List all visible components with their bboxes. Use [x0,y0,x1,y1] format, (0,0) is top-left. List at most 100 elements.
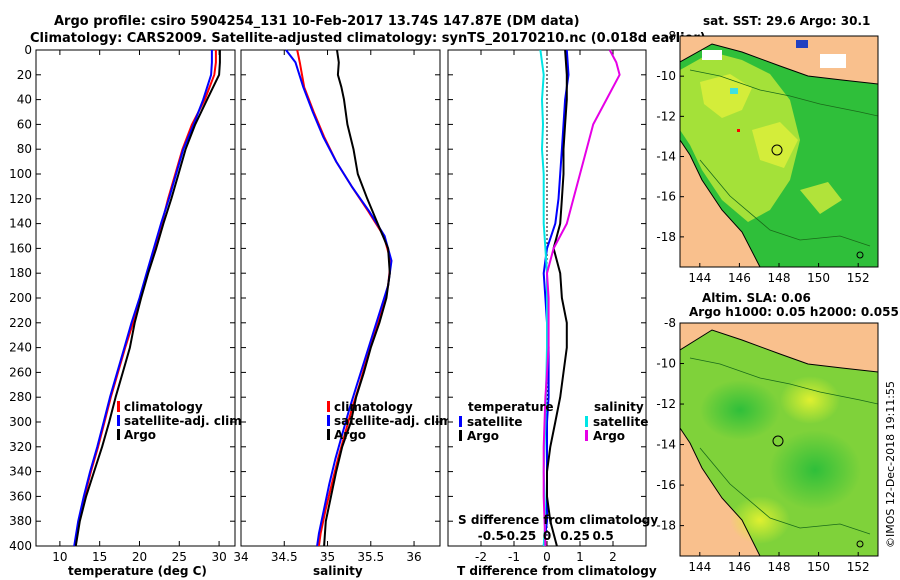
sla-map: Altim. SLA: 0.06 Argo h1000: 0.05 h2000:… [656,291,898,574]
salinity-ticks: 34 34.5 35 35.5 36 [233,49,440,564]
map-y-tick-label: -12 [656,109,676,123]
y-tick-label: 20 [17,68,32,82]
difference-panel: -2 -1 0 1 2 temperature salinity satellite A… [447,49,658,578]
y-tick-label: 240 [9,341,32,355]
legend-swatch-climatology [327,401,330,412]
map-y-tick-label: -10 [656,69,676,83]
x-tick-label: -1 [508,550,520,564]
sla-coastline [680,329,878,556]
x-tick-label: 35 [320,550,335,564]
s-tick-label: 0.5 [592,529,613,543]
x-tick-label: 34.5 [271,550,298,564]
series-argo [323,49,391,547]
difference-ticks: -2 -1 0 1 2 [448,49,646,564]
sst-argo-marker [771,144,783,156]
series-argo [74,50,221,547]
legend-swatch-satellite [117,415,120,426]
x-tick-label: -2 [475,550,487,564]
sst-coastline [680,43,878,267]
sla-bathy-contour [689,357,878,535]
sla-ticks: 144 146 148 150 152 -8 -10 -12 -14 -16 -18 [656,316,869,574]
legend-label-s-satellite: satellite [593,415,648,429]
legend-swatch-s-satellite [585,416,588,427]
difference-xlabel: T difference from climatology [457,564,657,578]
y-tick-label: 260 [9,365,32,379]
legend-label-climatology: climatology [334,400,413,414]
x-tick-label: 20 [132,550,147,564]
sla-map-title-1: Altim. SLA: 0.06 [702,291,811,305]
salinity-panel: 34 34.5 35 35.5 36 climatology satellite-adj… [233,49,456,578]
map-x-tick-label: 150 [807,560,830,574]
sla-corner-marker [856,540,864,548]
legend-swatch-t-satellite [459,416,462,427]
y-tick-label: 360 [9,489,32,503]
map-y-tick-label: -18 [656,230,676,244]
x-tick-label: 15 [92,550,107,564]
legend-label-t-satellite: satellite [467,415,522,429]
legend-label-argo: Argo [334,428,366,442]
x-tick-label: 2 [609,550,617,564]
map-y-tick-label: -18 [656,519,676,533]
legend-label-argo: Argo [124,428,156,442]
sst-white-gap-1 [702,50,722,60]
series-satellite-adj-clim- [73,50,213,547]
salinity-xlabel: salinity [313,564,363,578]
x-tick-label: 10 [52,550,67,564]
y-tick-label: 340 [9,465,32,479]
legend-swatch-argo [117,429,120,440]
map-x-tick-label: 152 [847,271,870,285]
y-tick-label: 180 [9,266,32,280]
map-x-tick-label: 148 [768,560,791,574]
map-y-tick-label: -16 [656,190,676,204]
sst-white-gap-2 [820,54,846,68]
title-line-1: Argo profile: csiro 5904254_131 10-Feb-2… [54,14,580,29]
y-tick-label: 220 [9,316,32,330]
y-tick-label: 60 [17,117,32,131]
map-x-tick-label: 146 [728,560,751,574]
difference-series [539,49,621,547]
salinity-frame [240,49,441,547]
legend-label-climatology: climatology [124,400,203,414]
map-x-tick-label: 144 [688,560,711,574]
temperature-ticks: 0 20 40 60 80 100 120 140 160 180 200 220 240 260 280 3… [9,43,235,564]
legend-label-satellite: satellite-adj. clim. [124,414,246,428]
map-x-tick-label: 148 [768,271,791,285]
title-line-2: Climatology: CARS2009. Satellite-adjuste… [30,31,706,46]
y-tick-label: 320 [9,440,32,454]
sla-yellow-blob-1 [780,376,840,424]
legend-swatch-argo [327,429,330,440]
sst-corner-marker [856,251,864,259]
map-x-tick-label: 150 [807,271,830,285]
series-salinity-argo [542,49,621,547]
x-tick-label: 1 [576,550,584,564]
y-tick-label: 160 [9,241,32,255]
sst-ocean [680,40,878,267]
sst-yellow-patches [700,74,842,214]
legend-title-salinity: salinity [594,400,644,414]
legend-label-satellite: satellite-adj. clim. [334,414,456,428]
difference-legend: temperature salinity satellite Argo sate… [459,400,648,443]
y-tick-label: 120 [9,192,32,206]
s-tick-label: -0.25 [502,529,537,543]
s-axis-label: S difference from climatology [458,513,658,527]
sla-green-blob-2 [769,430,861,510]
legend-swatch-climatology [117,401,120,412]
s-axis-ticks: -0.5-0.25 0 0.25 0.5 [478,529,614,543]
map-y-tick-label: -12 [656,397,676,411]
y-tick-label: 280 [9,390,32,404]
map-y-tick-label: -10 [656,357,676,371]
sst-cyan-patch [730,88,738,94]
s-tick-label: 0.25 [560,529,590,543]
temperature-frame [35,49,236,547]
sla-yellow-blob-2 [730,496,790,544]
sst-map: sat. SST: 29.6 Argo: 30.1 144 146 148 150 15… [656,14,879,285]
legend-title-temperature: temperature [468,400,553,414]
x-tick-label: 25 [172,550,187,564]
sla-green-blob-1 [700,380,780,440]
legend-label-t-argo: Argo [467,429,499,443]
sst-map-title: sat. SST: 29.6 Argo: 30.1 [703,14,870,28]
y-tick-label: 300 [9,415,32,429]
sst-ticks: 144 146 148 150 152 -8 -10 -12 -14 -16 -18 [656,29,869,285]
x-tick-label: 35.5 [357,550,384,564]
sla-map-title-2: Argo h1000: 0.05 h2000: 0.055 [689,305,899,319]
